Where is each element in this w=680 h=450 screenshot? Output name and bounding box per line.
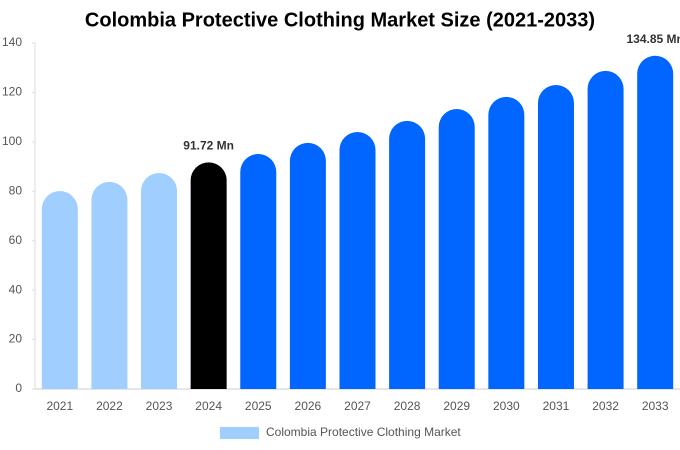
x-tick-label: 2023 [146, 399, 173, 413]
legend-swatch [220, 427, 259, 439]
bar [91, 181, 128, 389]
x-tick-label: 2021 [46, 399, 73, 413]
x-tick-label: 2025 [245, 399, 272, 413]
bar [289, 142, 326, 389]
value-label: 134.85 Mn [627, 32, 680, 46]
y-tick-label: 100 [2, 134, 22, 148]
bar [389, 120, 426, 389]
bar [141, 173, 178, 389]
y-tick-label: 60 [9, 233, 23, 247]
bar [339, 131, 376, 389]
bar [438, 108, 475, 389]
x-tick-label: 2022 [96, 399, 123, 413]
x-tick-label: 2026 [295, 399, 322, 413]
bar [190, 162, 227, 389]
x-tick-label: 2032 [592, 399, 619, 413]
bar [41, 191, 78, 389]
y-tick-label: 0 [15, 381, 22, 395]
chart-title: Colombia Protective Clothing Market Size… [85, 9, 595, 31]
bar [488, 96, 525, 389]
x-tick-label: 2030 [493, 399, 520, 413]
y-tick-label: 120 [2, 85, 22, 99]
x-tick-label: 2028 [394, 399, 421, 413]
y-tick-label: 80 [9, 183, 23, 197]
y-tick-label: 140 [2, 35, 22, 49]
legend-label: Colombia Protective Clothing Market [266, 425, 461, 439]
x-tick-label: 2027 [344, 399, 371, 413]
x-tick-label: 2024 [195, 399, 222, 413]
value-label: 91.72 Mn [183, 138, 234, 152]
bar [240, 153, 277, 389]
bar [587, 70, 624, 390]
y-tick-label: 20 [9, 332, 23, 346]
x-tick-label: 2033 [642, 399, 669, 413]
x-tick-label: 2031 [543, 399, 570, 413]
x-tick-label: 2029 [443, 399, 470, 413]
bar [637, 55, 674, 390]
bar [537, 85, 574, 389]
y-tick-label: 40 [9, 282, 23, 296]
